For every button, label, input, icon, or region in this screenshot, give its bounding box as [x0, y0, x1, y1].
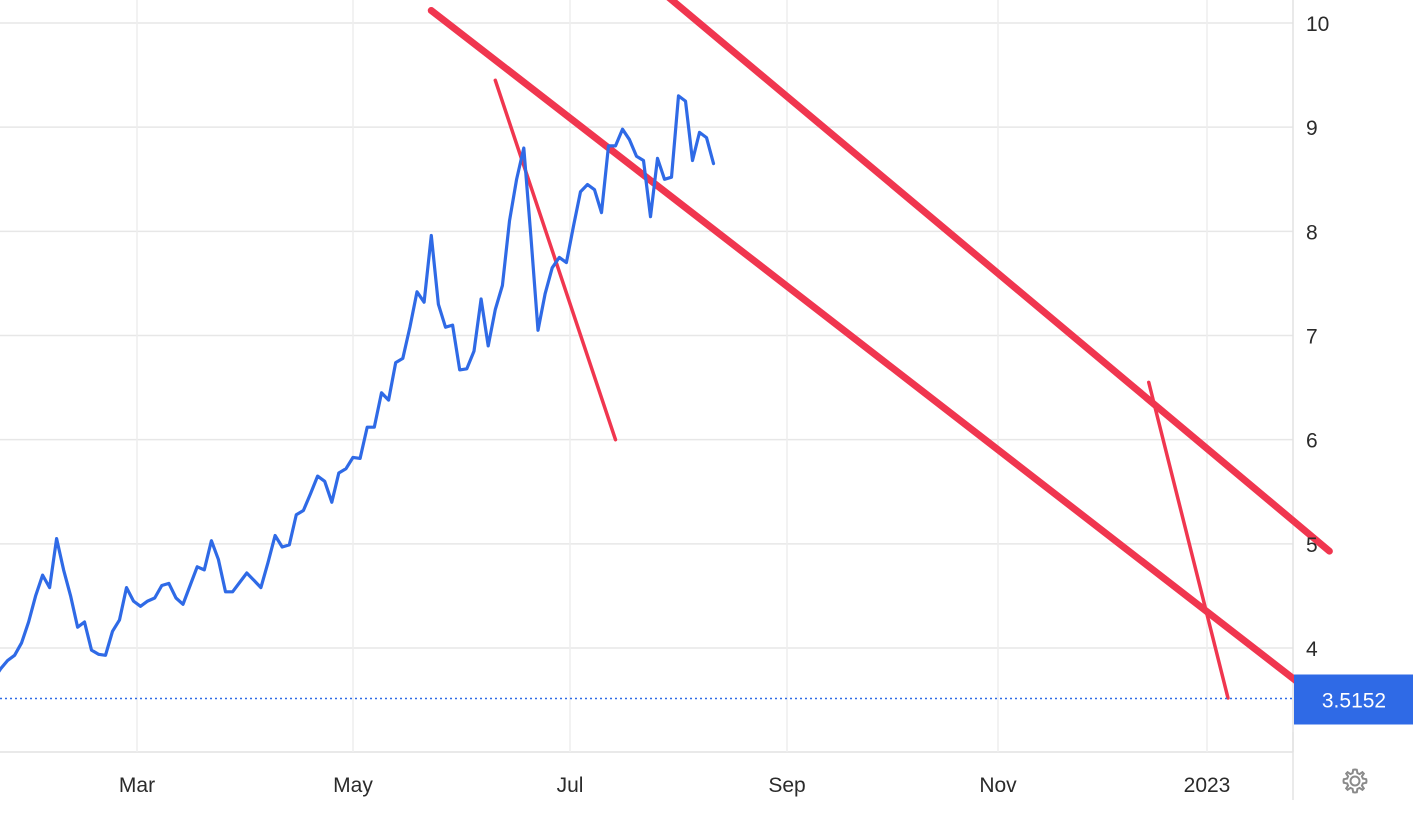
last-value-badge	[1294, 674, 1413, 725]
trend-segment	[1147, 380, 1230, 700]
x-tick-label: Jul	[557, 774, 584, 797]
last-value-label: 3.5152	[1322, 690, 1386, 713]
x-tick-label: May	[333, 774, 373, 797]
x-tick-label: 2023	[1184, 774, 1231, 797]
series-layer	[0, 94, 716, 673]
y-tick-label: 10	[1306, 13, 1329, 36]
series-line	[0, 94, 716, 673]
channel-line	[427, 7, 1309, 692]
y-tick-label: 5	[1306, 534, 1318, 557]
last-value-tag: 3.5152	[0, 674, 1413, 725]
y-tick-label: 4	[1306, 638, 1318, 661]
grid	[0, 0, 1294, 800]
y-tick-label: 7	[1306, 326, 1318, 349]
gear-icon	[1342, 768, 1368, 794]
y-tick-label: 9	[1306, 117, 1318, 140]
y-tick-label: 8	[1306, 221, 1318, 244]
trend-segment	[493, 78, 618, 442]
channel-line	[666, 0, 1333, 555]
x-tick-label: Mar	[119, 774, 155, 797]
y-axis: 4 5 6 7 8 9 10	[1306, 13, 1329, 661]
settings-button[interactable]	[1338, 764, 1372, 798]
y-tick-label: 6	[1306, 430, 1318, 453]
x-axis: Mar May Jul Sep Nov 2023	[119, 774, 1230, 797]
x-tick-label: Sep	[768, 774, 805, 797]
x-tick-label: Nov	[979, 774, 1017, 797]
trend-lines	[427, 0, 1333, 700]
